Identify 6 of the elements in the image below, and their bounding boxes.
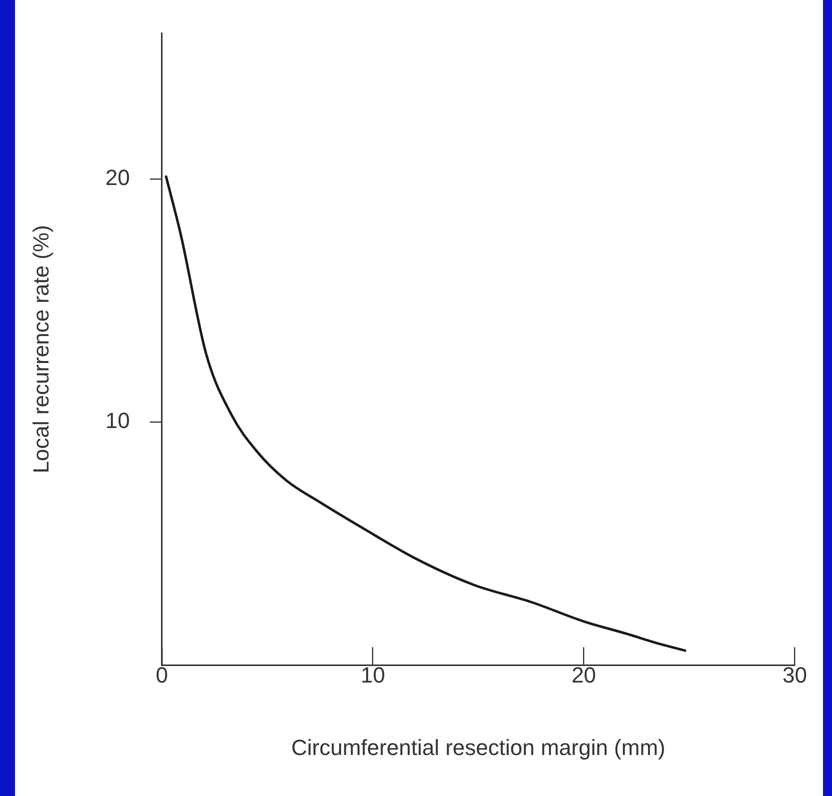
x-tick-label: 0 <box>156 662 168 688</box>
x-tick-label: 20 <box>572 662 596 688</box>
x-tick-label: 30 <box>782 662 808 688</box>
x-axis-title: Circumferential resection margin (mm) <box>291 734 666 760</box>
y-axis-title: Local recurrence rate (%) <box>28 225 54 474</box>
x-tick-label: 10 <box>360 662 386 688</box>
